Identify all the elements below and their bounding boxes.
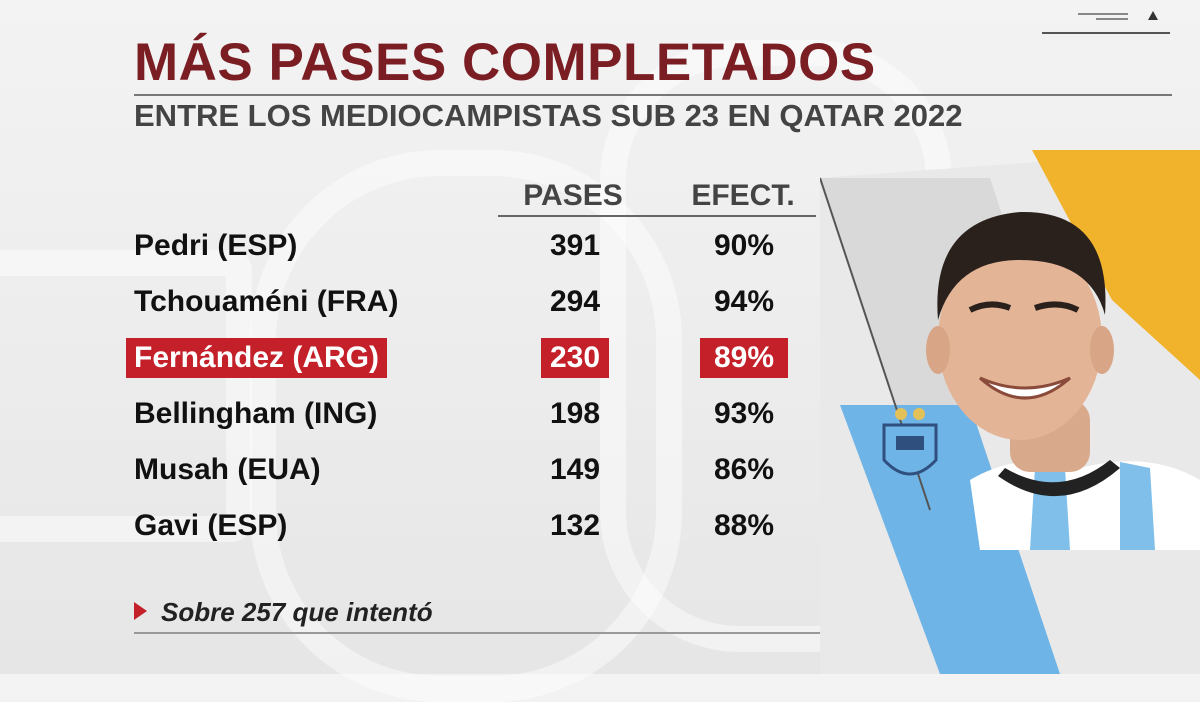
- title-divider: [134, 94, 1172, 96]
- passes-value: 230: [541, 338, 609, 378]
- efficiency-value: 93%: [713, 397, 775, 430]
- passes-value: 198: [549, 397, 601, 430]
- column-header-efect: EFECT.: [691, 179, 795, 212]
- player-name: Tchouaméni (FRA): [134, 285, 399, 318]
- player-hair: [937, 211, 1106, 320]
- player-name: Musah (EUA): [134, 453, 321, 486]
- player-photo: [926, 211, 1200, 550]
- efficiency-value: 88%: [713, 509, 775, 542]
- efficiency-value: 89%: [700, 338, 788, 378]
- player-eyebrow: [1034, 301, 1080, 313]
- player-smile: [979, 376, 1071, 400]
- passes-value: 149: [549, 453, 601, 486]
- table-row: Tchouaméni (FRA) 294 94%: [0, 274, 820, 330]
- column-header-pases: PASES: [523, 179, 623, 212]
- efficiency-value: 94%: [713, 285, 775, 318]
- passes-value: 132: [549, 509, 601, 542]
- table-row: Bellingham (ING) 198 93%: [0, 386, 820, 442]
- yellow-stripe: [1032, 150, 1200, 380]
- player-name: Bellingham (ING): [134, 397, 378, 430]
- jersey-collar: [998, 460, 1120, 497]
- table-row: Musah (EUA) 149 86%: [0, 442, 820, 498]
- header-divider: [498, 215, 816, 217]
- player-photo-panel: [820, 150, 1200, 674]
- footnote: Sobre 257 que intentó: [134, 592, 433, 632]
- footnote-divider: [134, 632, 824, 634]
- jersey-stripe: [1120, 462, 1155, 550]
- player-eyebrow: [968, 301, 1012, 313]
- passes-value: 391: [549, 229, 601, 262]
- efficiency-value: 86%: [713, 453, 775, 486]
- graphic-subtitle: ENTRE LOS MEDIOCAMPISTAS SUB 23 EN QATAR…: [134, 98, 963, 133]
- player-ear: [926, 326, 950, 374]
- table-row: Gavi (ESP) 132 88%: [0, 498, 820, 554]
- passes-value: 294: [549, 285, 601, 318]
- play-icon: [134, 602, 147, 620]
- player-name: Fernández (ARG): [126, 338, 388, 378]
- player-ear: [1090, 326, 1114, 374]
- blue-stripe: [840, 405, 1060, 674]
- caret-icon: [1148, 11, 1158, 20]
- footnote-text: Sobre 257 que intentó: [161, 597, 433, 627]
- afa-crest-icon: [882, 408, 938, 476]
- top-divider: [1042, 32, 1170, 34]
- menu-icon: [1078, 10, 1128, 28]
- graphic-title: MÁS PASES COMPLETADOS: [134, 33, 876, 92]
- background-watermark: [0, 250, 252, 542]
- table-row: Pedri (ESP) 391 90%: [0, 218, 820, 274]
- player-name: Pedri (ESP): [134, 229, 298, 262]
- player-face: [938, 240, 1102, 440]
- efficiency-value: 90%: [713, 229, 775, 262]
- jersey-stripe: [1030, 468, 1070, 550]
- table-row-highlighted: Fernández (ARG) 230 89%: [0, 330, 820, 386]
- player-name: Gavi (ESP): [134, 509, 288, 542]
